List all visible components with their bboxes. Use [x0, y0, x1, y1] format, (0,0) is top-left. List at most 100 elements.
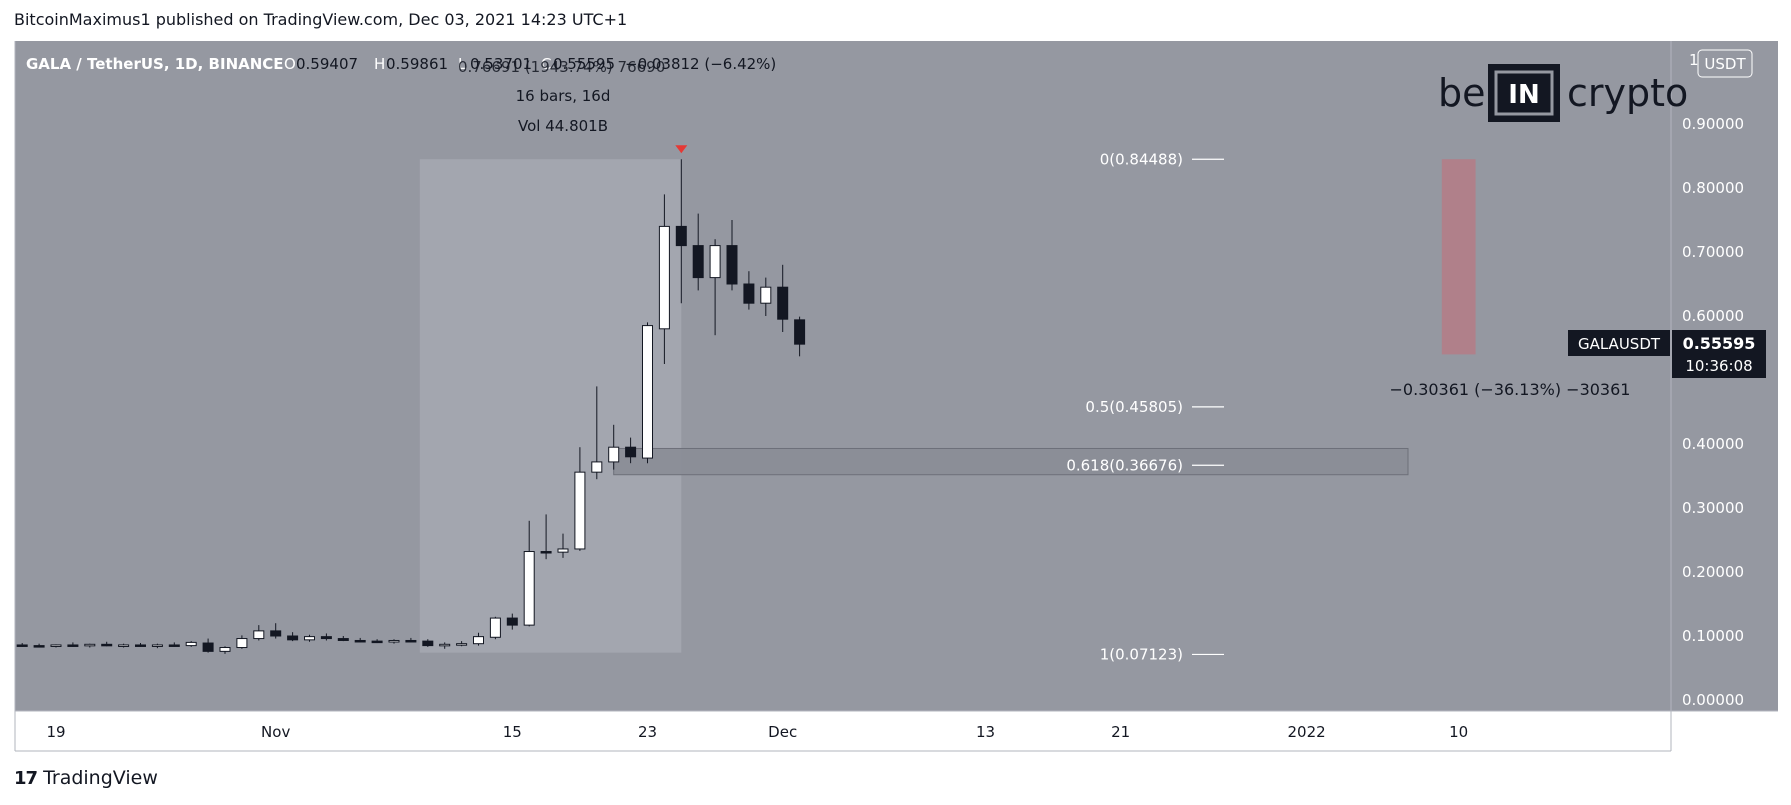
x-tick-8: 10	[1449, 723, 1468, 741]
candle-body-45	[777, 286, 789, 320]
close-value: 0.55595	[553, 55, 615, 73]
low-label: L	[458, 55, 467, 73]
logo-crypto: crypto	[1567, 71, 1688, 115]
candle-body-12	[219, 647, 231, 652]
candle-body-10	[185, 641, 197, 647]
y-tick-6: 0.60000	[1682, 307, 1744, 325]
candle-body-30	[523, 551, 535, 626]
candle-body-31	[540, 551, 552, 554]
candle-body-41	[709, 245, 721, 279]
plot-background[interactable]	[15, 41, 1671, 711]
candle-body-11	[202, 642, 214, 652]
support-zone	[613, 447, 1409, 476]
zones-layer	[613, 159, 1476, 476]
open-value: 0.59407	[296, 55, 358, 73]
open-label: O	[284, 55, 296, 73]
candle-body-39	[675, 225, 687, 247]
fib-label-2: 0.618(0.36676)	[1066, 456, 1183, 474]
time-axis[interactable]: 19 Nov 15 23 Dec 13 21 2022 10	[46, 723, 1468, 741]
candle-body-23	[405, 639, 417, 643]
logo-be: be	[1438, 71, 1486, 115]
candle-body-43	[743, 283, 755, 304]
candles-layer[interactable]	[16, 145, 806, 654]
y-tick-7: 0.70000	[1682, 243, 1744, 261]
symbol-title[interactable]: GALA / TetherUS, 1D, BINANCE	[26, 55, 284, 73]
price-tag-box[interactable]	[1672, 330, 1766, 378]
fib-label-0: 0(0.84488)	[1100, 150, 1183, 168]
candle-body-0	[16, 644, 28, 647]
candle-body-37	[642, 325, 653, 459]
fib-label-1: 0.5(0.45805)	[1085, 398, 1183, 416]
measure-overlap-text: 0.76691 (1943.74%) 76690	[458, 58, 665, 76]
candle-body-16	[287, 635, 299, 641]
beincrypto-logo: be IN crypto	[1438, 64, 1688, 122]
range-volume: Vol 44.801B	[518, 117, 608, 135]
y-tick-0: 0.00000	[1682, 691, 1744, 709]
measure-result: −0.30361 (−36.13%) −30361	[1390, 380, 1631, 399]
price-axis[interactable]: 0.00000 0.10000 0.20000 0.30000 0.40000 0.600…	[1682, 51, 1744, 709]
candle-body-33	[574, 471, 586, 550]
measure-range-highlight	[419, 159, 682, 653]
candle-body-5	[101, 643, 113, 647]
ticker-tag-box[interactable]	[1568, 330, 1670, 356]
candle-body-21	[371, 640, 383, 644]
x-tick-6: 21	[1111, 723, 1130, 741]
price-tag-value[interactable]: 0.55595	[1683, 334, 1756, 353]
footer[interactable]: 17 TradingView	[14, 767, 158, 789]
candle-body-6	[118, 644, 130, 647]
candle-body-36	[625, 446, 637, 458]
candle-body-1	[33, 645, 45, 648]
candle-body-27	[473, 636, 484, 645]
x-tick-5: 13	[976, 723, 995, 741]
x-tick-2: 15	[503, 723, 522, 741]
candle-body-26	[456, 643, 468, 646]
y-tick-2: 0.20000	[1682, 563, 1744, 581]
candle-body-18	[320, 636, 332, 640]
high-label: H	[374, 55, 385, 73]
close-label: C	[541, 55, 551, 73]
candle-body-9	[168, 644, 180, 647]
currency-badge[interactable]: USDT	[1704, 55, 1746, 73]
candle-body-44	[760, 286, 772, 304]
y-tick-1: 0.10000	[1682, 627, 1744, 645]
candle-body-46	[794, 319, 806, 345]
publisher-line: BitcoinMaximus1 published on TradingView…	[14, 10, 628, 29]
price-tag-countdown: 10:36:08	[1685, 357, 1752, 375]
footer-brand[interactable]: TradingView	[43, 767, 158, 789]
x-tick-3: 23	[638, 723, 657, 741]
y-tick-10: 1	[1689, 51, 1699, 69]
y-tick-9: 0.90000	[1682, 115, 1744, 133]
candle-body-25	[439, 643, 451, 647]
candle-body-32	[557, 548, 569, 553]
currency-badge-box[interactable]	[1697, 49, 1753, 78]
change-value: −0.03812 (−6.42%)	[625, 55, 776, 73]
logo-box	[1488, 64, 1560, 122]
candle-body-38	[658, 225, 670, 330]
x-tick-7: 2022	[1288, 723, 1326, 741]
candle-body-28	[489, 617, 501, 638]
candle-body-7	[135, 644, 146, 647]
publisher-header: BitcoinMaximus1 published on TradingView…	[0, 10, 627, 29]
peak-marker-icon	[675, 145, 688, 154]
candle-body-24	[422, 640, 434, 647]
y-tick-8: 0.80000	[1682, 179, 1744, 197]
target-box	[1441, 159, 1476, 355]
tradingview-icon[interactable]: 17	[14, 767, 38, 789]
high-value: 0.59861	[386, 55, 448, 73]
x-tick-0: 19	[46, 723, 65, 741]
candle-body-8	[151, 644, 163, 647]
candle-body-29	[506, 617, 518, 626]
ticker-tag[interactable]: GALAUSDT	[1578, 335, 1661, 353]
candle-body-4	[84, 643, 96, 647]
x-tick-1: Nov	[261, 723, 290, 741]
candle-body-2	[50, 644, 62, 647]
time-axis-bg	[15, 711, 1671, 751]
candle-body-22	[388, 639, 400, 643]
candle-body-42	[726, 245, 738, 285]
candle-body-17	[304, 636, 315, 641]
candle-body-15	[270, 630, 282, 637]
y-tick-3: 0.30000	[1682, 499, 1744, 517]
candle-body-19	[337, 638, 349, 641]
fib-label-3: 1(0.07123)	[1100, 645, 1183, 663]
